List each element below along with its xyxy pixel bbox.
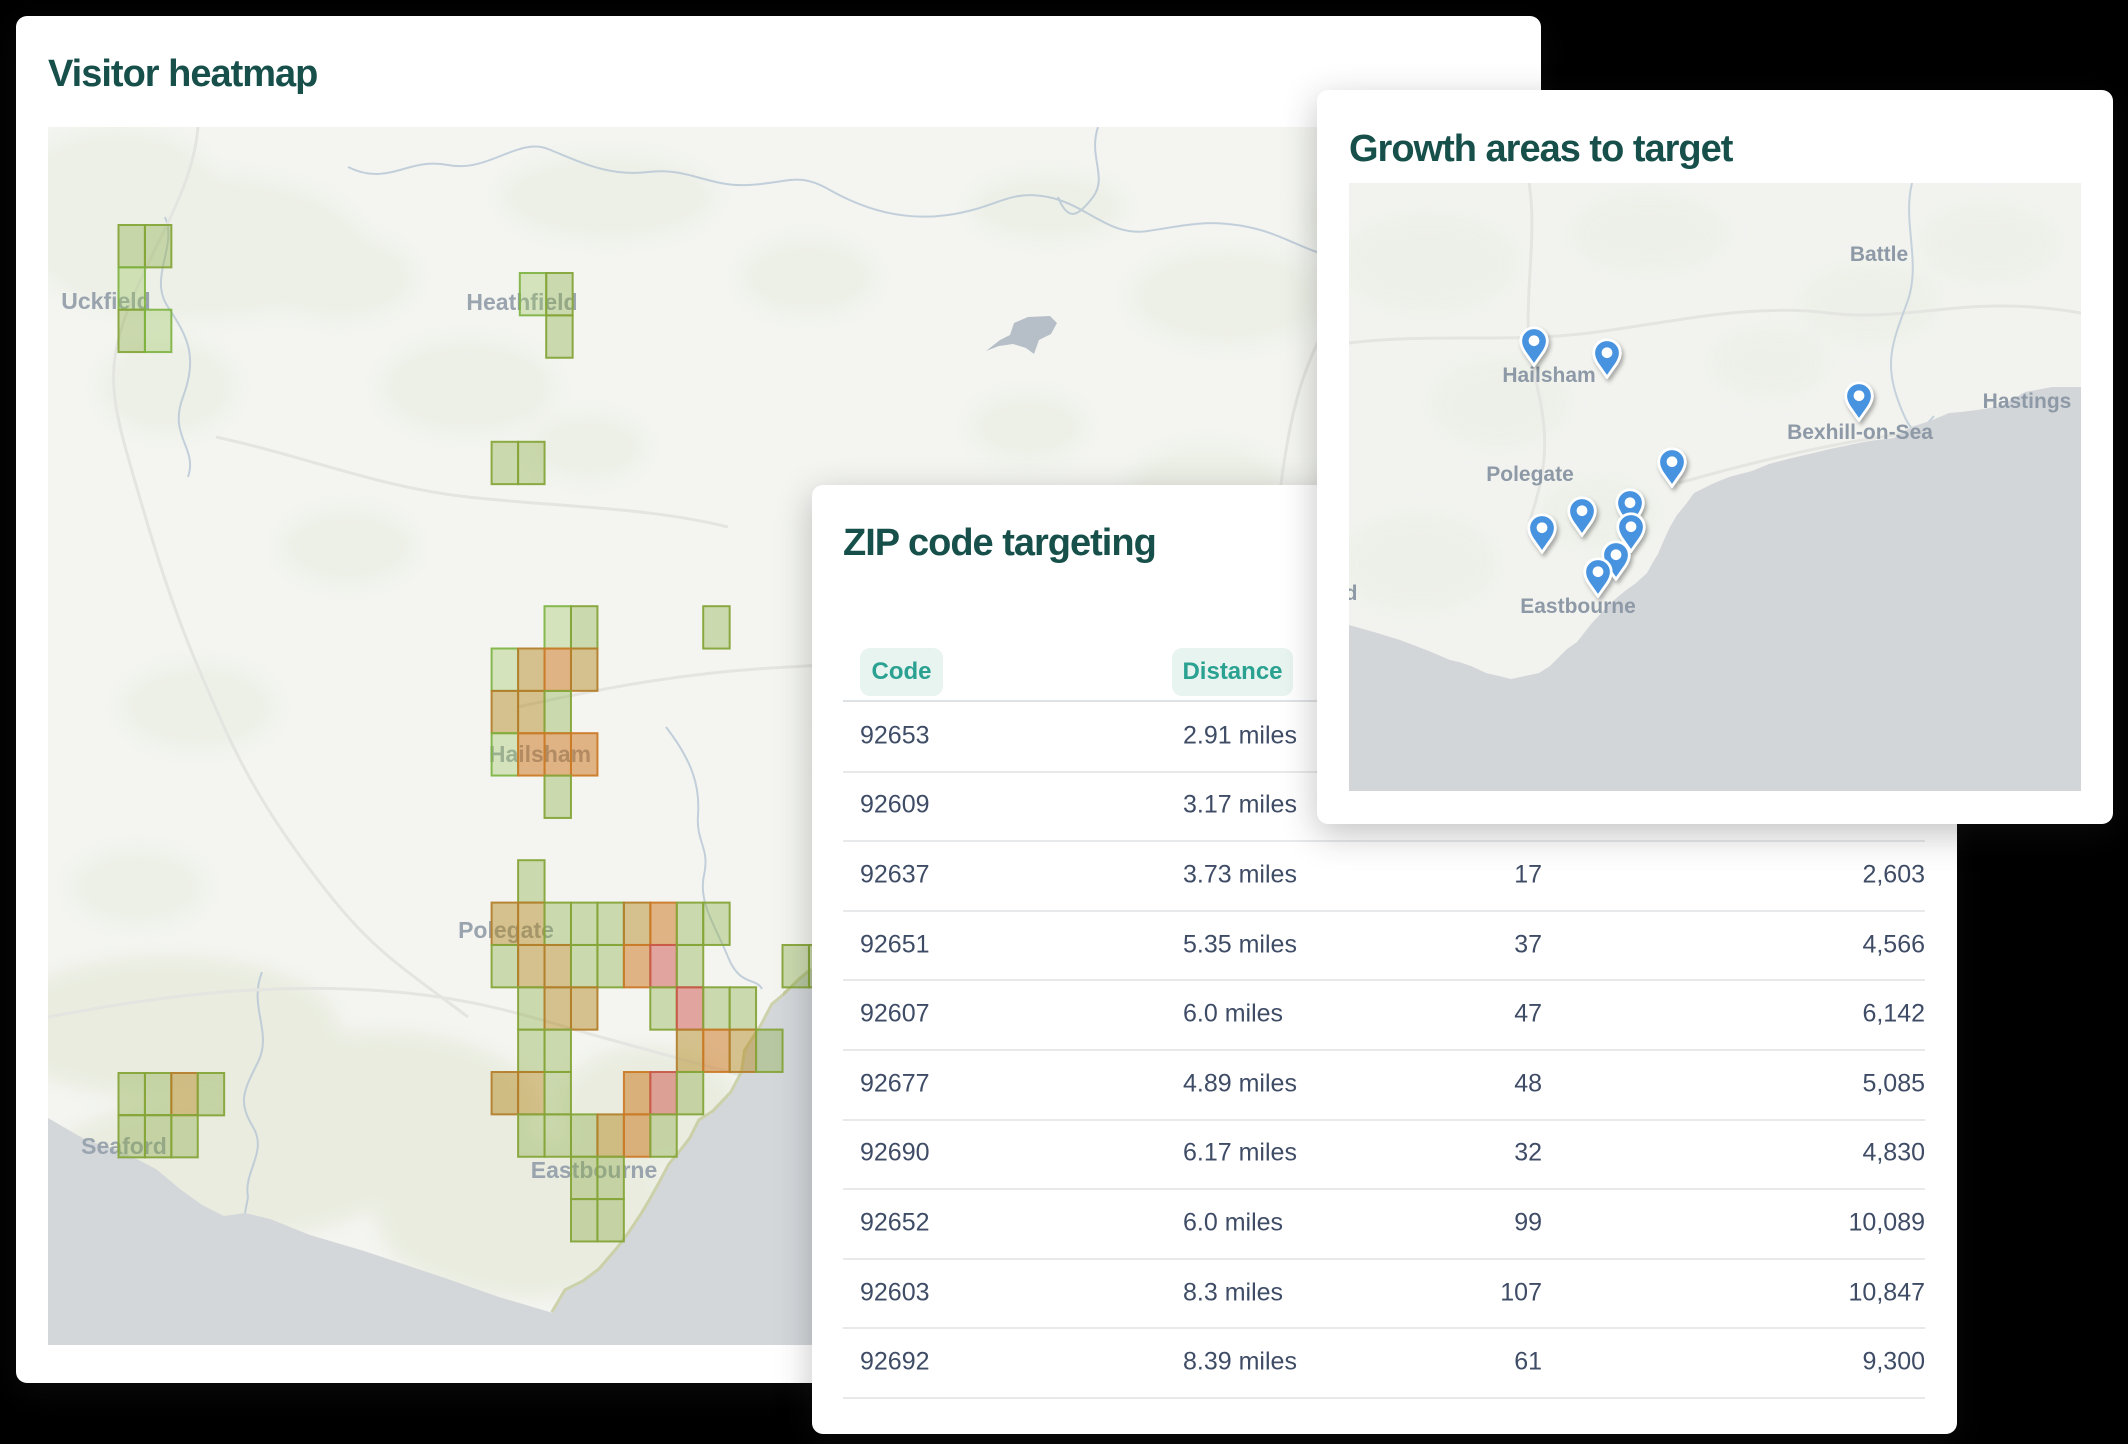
svg-text:Battle: Battle — [1850, 243, 1908, 266]
svg-text:Heathfield: Heathfield — [466, 289, 577, 315]
svg-text:d: d — [1349, 582, 1357, 605]
svg-text:Polegate: Polegate — [1486, 463, 1574, 486]
svg-text:Eastbourne: Eastbourne — [531, 1157, 658, 1183]
svg-text:Hailsham: Hailsham — [1502, 364, 1595, 387]
svg-text:Hastings: Hastings — [1983, 390, 2072, 413]
svg-text:Eastbourne: Eastbourne — [1520, 595, 1636, 618]
svg-text:Polegate: Polegate — [458, 917, 554, 943]
svg-text:Bexhill-on-Sea: Bexhill-on-Sea — [1787, 421, 1933, 444]
svg-text:Seaford: Seaford — [81, 1133, 167, 1159]
